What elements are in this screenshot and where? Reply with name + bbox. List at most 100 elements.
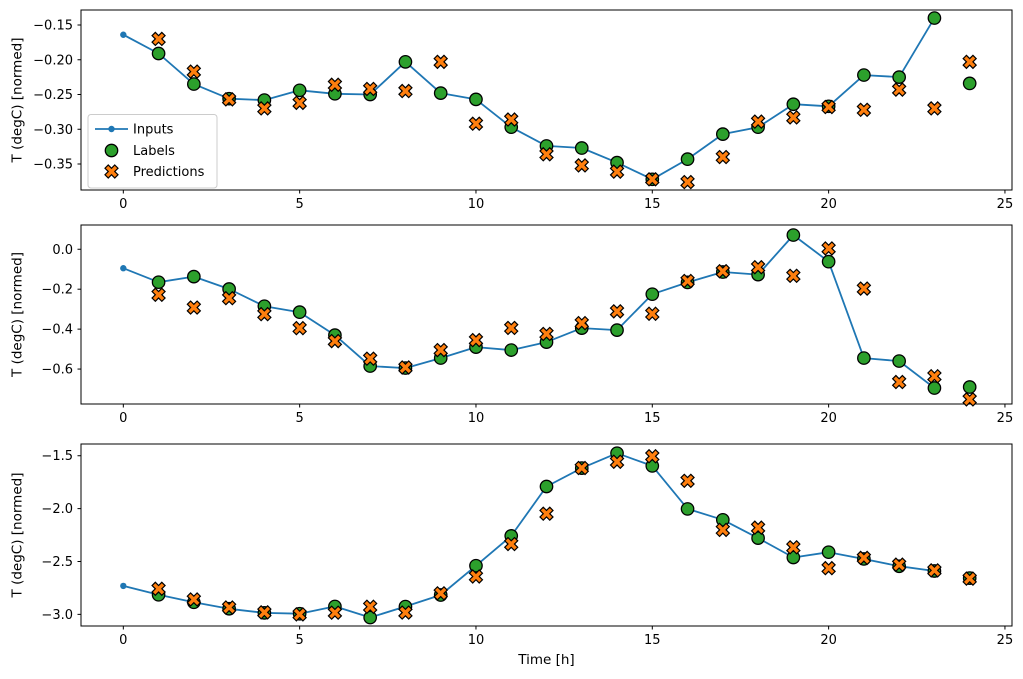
prediction-point	[786, 268, 801, 284]
label-point	[186, 77, 201, 91]
y-tick-label: −0.15	[33, 19, 73, 34]
prediction-point	[257, 605, 272, 620]
prediction-point	[891, 557, 907, 573]
plot-area	[81, 225, 1012, 404]
legend-item-predictions: Predictions	[104, 164, 205, 180]
prediction-point	[821, 560, 836, 576]
axes-spines	[80, 224, 1013, 405]
label-point	[469, 558, 483, 573]
x-tick-label: 25	[997, 633, 1014, 648]
prediction-point	[856, 281, 872, 296]
label-point	[680, 502, 695, 516]
x-tick-label: 10	[468, 197, 485, 212]
label-point	[610, 323, 624, 337]
legend-item-label: Labels	[133, 144, 175, 159]
y-axis-label: T (degC) [normed]	[10, 38, 26, 164]
x-tick-label: 5	[296, 197, 304, 212]
legend-predictions-x-icon	[104, 164, 119, 179]
y-tick-label: −0.20	[33, 53, 73, 68]
prediction-point	[574, 158, 590, 173]
prediction-point	[433, 342, 449, 358]
prediction-point	[433, 585, 449, 601]
prediction-point	[433, 54, 449, 70]
prediction-point	[927, 368, 942, 384]
prediction-point	[327, 605, 343, 621]
label-point	[504, 343, 519, 357]
y-tick-label: −2.5	[41, 555, 73, 570]
label-point	[398, 54, 413, 69]
x-tick-label: 5	[296, 633, 304, 648]
legend-item-inputs: Inputs	[95, 123, 174, 138]
label-point	[715, 127, 730, 141]
label-point	[645, 287, 660, 302]
subplot-1: 0 5 10 15 20 25 −0.15 −0.20 −0.25 −0.30 −0.35 T (de…	[10, 9, 1013, 212]
y-tick-label: −2.0	[41, 502, 73, 517]
subplot-2: 0 5 10 15 20 25 0.0 −0.2 −0.4 −0.6 T (degC) [norme…	[10, 224, 1013, 426]
prediction-point	[891, 82, 907, 97]
prediction-point	[221, 290, 237, 306]
input-point	[120, 31, 127, 38]
legend-labels-circle-icon	[104, 143, 119, 158]
label-point	[469, 92, 483, 107]
legend-item-label: Predictions	[133, 165, 205, 180]
prediction-point	[503, 112, 519, 127]
plot-area	[81, 10, 1012, 190]
subplot-3: 0 5 10 15 20 25 −1.5 −2.0 −2.5 −3.0 T (degC) [norm…	[10, 443, 1014, 668]
prediction-point	[927, 563, 942, 578]
prediction-point	[398, 605, 413, 620]
prediction-point	[186, 300, 202, 315]
prediction-point	[715, 149, 731, 165]
x-axis-label: Time [h]	[517, 652, 574, 668]
y-tick-label: −0.4	[41, 323, 73, 338]
prediction-point	[786, 110, 801, 125]
prediction-point	[327, 333, 343, 349]
label-point	[786, 228, 801, 242]
y-tick-label: −0.25	[33, 88, 73, 103]
prediction-point	[151, 31, 166, 47]
y-axis-label: T (degC) [normed]	[10, 252, 26, 378]
label-point	[151, 275, 166, 290]
prediction-point	[574, 460, 590, 476]
prediction-point	[609, 454, 625, 470]
label-point	[962, 76, 977, 91]
prediction-point	[539, 146, 554, 162]
prediction-point	[856, 550, 872, 566]
label-point	[857, 68, 871, 82]
label-point	[892, 354, 907, 368]
prediction-point	[891, 374, 907, 390]
prediction-point	[856, 102, 872, 118]
prediction-point	[574, 315, 590, 331]
prediction-point	[398, 83, 413, 99]
prediction-point	[962, 392, 978, 407]
prediction-point	[539, 326, 554, 342]
x-tick-label: 20	[820, 197, 837, 212]
y-axis-label: T (degC) [normed]	[10, 473, 26, 599]
prediction-point	[292, 607, 307, 622]
legend: Inputs Labels Predictions	[87, 114, 218, 189]
x-tick-label: 0	[119, 411, 127, 426]
axes-spines	[80, 9, 1013, 191]
prediction-point	[680, 174, 695, 190]
label-point	[821, 545, 836, 560]
legend-item-label: Inputs	[133, 123, 174, 138]
x-tick-label: 10	[468, 411, 485, 426]
prediction-point	[221, 92, 237, 107]
prediction-point	[186, 64, 202, 79]
label-point	[574, 141, 589, 155]
label-point	[751, 531, 765, 545]
prediction-point	[609, 164, 625, 180]
y-tick-label: −1.5	[41, 449, 73, 464]
y-tick-label: −3.0	[41, 608, 73, 623]
y-tick-label: −0.2	[41, 283, 73, 298]
prediction-point	[151, 287, 166, 303]
label-point	[539, 479, 554, 494]
prediction-point	[151, 581, 166, 597]
y-tick-label: −0.6	[41, 363, 73, 378]
prediction-point	[398, 360, 413, 375]
prediction-point	[715, 522, 731, 538]
prediction-point	[362, 351, 378, 367]
x-tick-label: 15	[644, 411, 661, 426]
prediction-point	[715, 263, 731, 279]
x-tick-label: 20	[820, 411, 837, 426]
